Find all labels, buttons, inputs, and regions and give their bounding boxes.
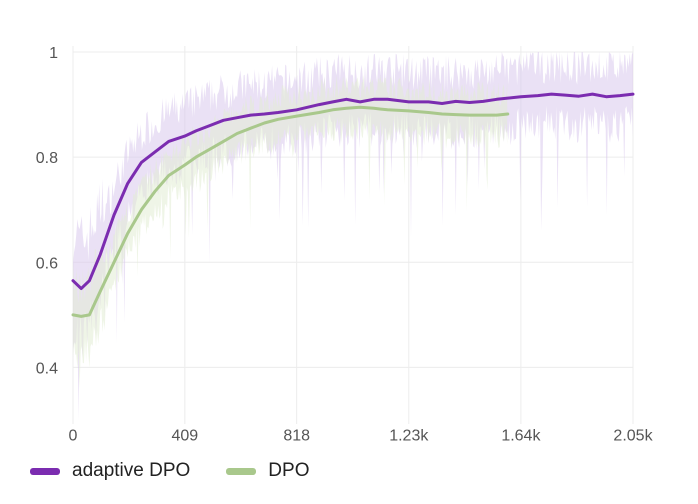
x-tick-label: 409 (171, 427, 198, 444)
x-tick-label: 818 (283, 427, 310, 444)
series-lines (71, 92, 635, 318)
legend-item-dpo[interactable]: DPO (226, 460, 309, 482)
legend: adaptive DPO DPO (30, 460, 309, 482)
y-axis-ticks: 0.4 0.6 0.8 1 (36, 45, 58, 377)
y-tick-label: 1 (49, 45, 58, 62)
legend-swatch-dpo (226, 467, 257, 475)
noise-band-adaptive-dpo (73, 52, 633, 420)
x-axis-ticks: 0 409 818 1.23k 1.64k 2.05k (69, 427, 654, 444)
noise-band-dpo (73, 74, 508, 389)
y-tick-label: 0.8 (36, 150, 58, 167)
y-tick-label: 0.4 (36, 360, 58, 377)
legend-swatch-adaptive-dpo (30, 467, 60, 475)
y-tick-label: 0.6 (36, 255, 58, 272)
legend-label-adaptive-dpo: adaptive DPO (72, 460, 191, 481)
series-line-dpo (71, 105, 510, 318)
noise-bands (73, 52, 633, 420)
x-tick-label: 1.23k (389, 427, 429, 444)
legend-item-adaptive-dpo[interactable]: adaptive DPO (30, 460, 190, 482)
series-line-adaptive-dpo (71, 92, 635, 291)
x-tick-label: 0 (69, 427, 78, 444)
x-tick-label: 1.64k (501, 427, 541, 444)
legend-label-dpo: DPO (268, 460, 310, 481)
x-tick-label: 2.05k (613, 427, 653, 444)
